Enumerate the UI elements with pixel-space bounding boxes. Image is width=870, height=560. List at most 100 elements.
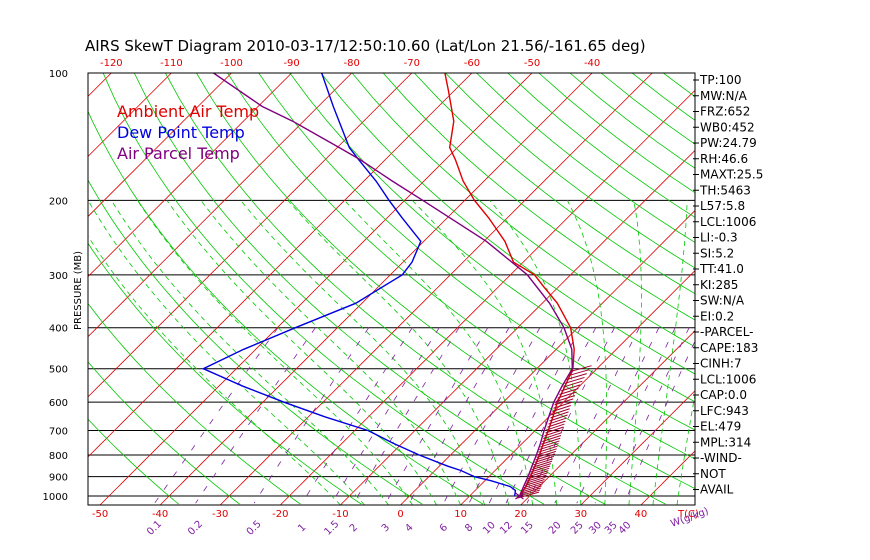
cape-hatch — [539, 443, 559, 451]
isotherm-line — [99, 73, 533, 505]
moist-adiabat-line — [652, 200, 688, 505]
dry-adiabat-line — [88, 242, 362, 505]
bottom-temp-tick-label: -10 — [332, 509, 348, 520]
dry-adiabat-line — [165, 73, 666, 505]
bottom-temp-tick-label: -30 — [212, 509, 228, 520]
dry-adiabat-line — [445, 73, 695, 269]
series-line-air-parcel-temp — [213, 73, 574, 497]
cape-hatch — [518, 489, 541, 497]
mixing-ratio-line — [154, 327, 279, 504]
stat-item: CAPE:183 — [700, 341, 758, 355]
stat-item: SI:5.2 — [700, 246, 734, 260]
stat-item: TP:100 — [699, 73, 742, 87]
stat-item: LI:-0.3 — [700, 231, 738, 245]
chart-title: AIRS SkewT Diagram 2010-03-17/12:50:10.6… — [85, 37, 646, 55]
cape-hatch — [549, 414, 568, 422]
moist-adiabat-line — [200, 200, 461, 505]
cape-hatch — [541, 437, 561, 445]
moist-adiabat-line — [566, 200, 608, 505]
dry-adiabat-line — [88, 302, 301, 505]
cape-hatch — [546, 423, 565, 431]
dry-adiabat-line — [88, 361, 240, 505]
isotherm-line — [280, 89, 695, 505]
stat-item: FRZ:652 — [700, 105, 750, 119]
dry-adiabat-line — [414, 73, 695, 295]
dry-adiabat-line — [507, 73, 695, 218]
isotherm-line — [88, 73, 473, 458]
dry-adiabat-line — [289, 73, 695, 403]
surface-marker — [515, 492, 524, 500]
pressure-tick-label: 500 — [49, 365, 68, 376]
dry-adiabat-line — [320, 73, 695, 375]
moist-adiabat-line — [88, 200, 365, 505]
mixing-ratio-tick-label: 30 — [587, 520, 604, 537]
mixing-ratio-line — [195, 327, 316, 504]
cape-hatch — [522, 483, 543, 491]
grid-layer — [88, 73, 695, 505]
stat-item: LCL:1006 — [700, 372, 756, 386]
moist-adiabat-line — [240, 200, 486, 505]
top-temp-tick-label: -60 — [464, 58, 480, 69]
cape-hatch — [537, 448, 557, 456]
moist-adiabat-line — [411, 200, 558, 505]
stat-item: NOT — [700, 467, 726, 481]
stat-item: EI:0.2 — [700, 309, 734, 323]
mixing-ratio-line — [385, 327, 489, 504]
plot-frame — [87, 72, 696, 506]
isotherm-line — [88, 73, 352, 338]
cape-hatch — [544, 429, 563, 437]
cape-hatch — [521, 485, 542, 493]
stat-item: KI:285 — [700, 278, 738, 292]
cape-hatch — [536, 450, 557, 458]
cape-hatch — [554, 398, 574, 406]
mixing-ratio-tick-label: 1 — [296, 522, 308, 534]
pressure-tick-label: 100 — [49, 69, 68, 80]
moist-adiabat-line — [88, 235, 341, 505]
stat-item: CAP:0.0 — [700, 388, 747, 402]
stat-item: MAXT:25.5 — [700, 168, 763, 182]
cape-hatch — [550, 411, 569, 419]
cape-hatch — [533, 458, 554, 466]
cape-hatch — [552, 405, 571, 412]
cape-hatch — [557, 391, 577, 399]
temp-unit-label: T(C) — [677, 509, 699, 520]
stat-item: AVAIL — [700, 483, 734, 497]
stat-item: WB0:452 — [700, 120, 755, 134]
isotherm-line — [520, 330, 695, 505]
isotherm-line — [219, 73, 653, 505]
stat-item: MPL:314 — [700, 435, 751, 449]
pressure-tick-label: 900 — [49, 473, 68, 484]
cape-hatch — [545, 426, 564, 434]
top-temp-tick-label: -70 — [404, 58, 420, 69]
dry-adiabat-line — [476, 73, 695, 243]
y-axis-label: PRESSURE (MB) — [73, 251, 84, 330]
mixing-ratio-tick-label: 10 — [481, 520, 498, 537]
mixing-ratio-tick-label: 12 — [498, 520, 515, 537]
stat-item: -WIND- — [700, 451, 742, 465]
isotherm-line — [88, 73, 413, 398]
legend-air-parcel-temp: Air Parcel Temp — [117, 144, 240, 163]
mixing-ratio-line — [488, 327, 582, 504]
moist-adiabat-line — [111, 200, 389, 505]
cape-hatch — [535, 453, 556, 461]
profile-layer — [201, 73, 592, 500]
mixing-ratio-tick-label: 25 — [569, 520, 586, 537]
top-temp-tick-label: -40 — [584, 58, 600, 69]
cape-hatch — [527, 472, 548, 480]
pressure-tick-label: 700 — [49, 427, 68, 438]
cape-hatch — [548, 417, 567, 425]
mixing-ratio-tick-label: 8 — [463, 522, 475, 534]
dry-adiabat-line — [351, 73, 695, 348]
cape-hatch — [553, 401, 573, 409]
top-temp-tick-label: -120 — [100, 58, 123, 69]
stat-item: -PARCEL- — [700, 325, 754, 339]
cape-hatch — [559, 387, 579, 395]
legend-dew-point-temp: Dew Point Temp — [117, 123, 245, 142]
mixing-ratio-line — [554, 327, 640, 504]
mixing-ratio-line — [331, 327, 440, 504]
mixing-ratio-tick-label: 2 — [348, 522, 360, 534]
stat-item: CINH:7 — [700, 357, 742, 371]
cape-hatch — [569, 365, 592, 373]
